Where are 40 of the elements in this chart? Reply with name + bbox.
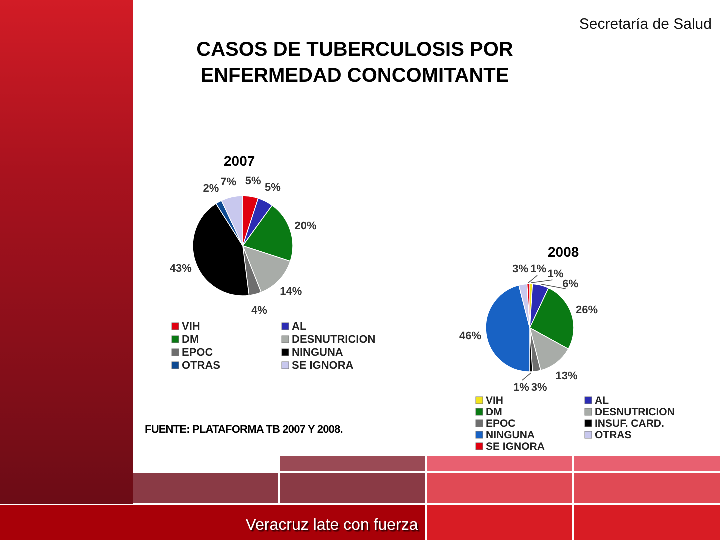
data-label: 1% xyxy=(514,382,530,394)
legend-label: SE IGNORA xyxy=(292,360,354,372)
legend-label: INSUF. CARD. xyxy=(595,418,664,430)
data-label: 43% xyxy=(170,263,192,276)
legend-label: AL xyxy=(292,321,307,333)
data-label: 4% xyxy=(251,304,268,317)
data-label: 3% xyxy=(531,382,548,394)
chart-title: 2008 xyxy=(548,244,580,260)
legend-label: DM xyxy=(182,334,200,346)
legend-label: OTRAS xyxy=(182,360,220,372)
data-label: 46% xyxy=(459,330,482,342)
source-note: FUENTE: PLATAFORMA TB 2007 Y 2008. xyxy=(145,424,344,436)
data-label: 5% xyxy=(245,176,262,188)
legend-label: OTRAS xyxy=(595,430,632,442)
data-label: 14% xyxy=(280,286,302,298)
data-label: 13% xyxy=(556,370,578,382)
legend-label: AL xyxy=(595,395,610,407)
legend-label: EPOC xyxy=(182,347,214,359)
legend-label: EPOC xyxy=(486,418,516,430)
data-label: 1% xyxy=(548,268,564,281)
legend-label: VIH xyxy=(182,321,200,333)
legend-label: SE IGNORA xyxy=(486,441,546,453)
legend-label: DESNUTRICION xyxy=(292,334,376,346)
chart-title: CASOS DE TUBERCULOSIS POR ENFERMEDAD CONCOMITANTE xyxy=(196,39,514,87)
legend-label: NINGUNA xyxy=(486,430,536,442)
text: Veracruz late con fuerza xyxy=(246,517,418,534)
legend-label: NINGUNA xyxy=(292,347,344,359)
data-label: 1% xyxy=(530,263,547,276)
data-label: 20% xyxy=(294,220,317,232)
legend-label: VIH xyxy=(486,395,504,407)
data-label: 7% xyxy=(220,176,237,188)
text: Secretaría de Salud xyxy=(579,16,712,33)
chart-subtitle: 2007 xyxy=(224,153,256,169)
data-label: 3% xyxy=(512,264,529,276)
data-label: 5% xyxy=(265,182,282,194)
data-label: 26% xyxy=(576,304,598,316)
legend-label: DM xyxy=(486,406,503,418)
data-label: 6% xyxy=(562,278,579,291)
data-label: 2% xyxy=(203,183,220,196)
legend-label: DESNUTRICION xyxy=(595,406,675,418)
